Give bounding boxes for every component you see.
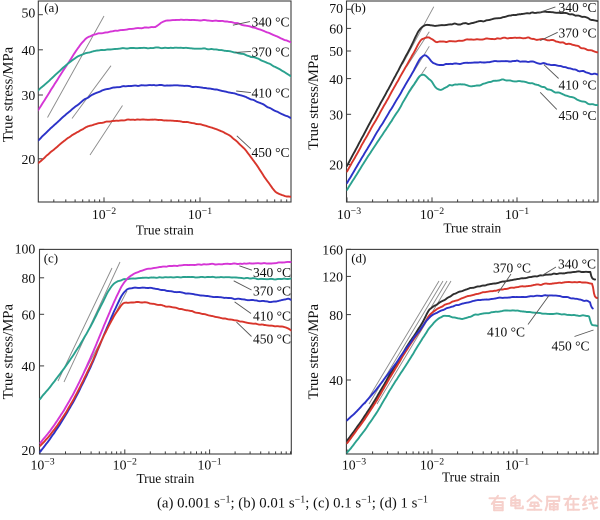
svg-text:450 °C: 450 °C (559, 108, 597, 123)
svg-text:370 °C: 370 °C (559, 25, 597, 40)
svg-text:40: 40 (329, 72, 343, 87)
svg-text:30: 30 (22, 88, 36, 103)
svg-text:True stress/MPa: True stress/MPa (1, 304, 17, 400)
svg-text:20: 20 (329, 158, 343, 173)
svg-text:70: 70 (329, 1, 343, 16)
svg-text:120: 120 (322, 270, 343, 285)
svg-text:450 °C: 450 °C (552, 339, 590, 354)
svg-text:410 °C: 410 °C (252, 86, 290, 101)
svg-text:(c): (c) (44, 251, 58, 266)
svg-text:30: 30 (329, 108, 343, 123)
svg-text:340 °C: 340 °C (558, 256, 596, 271)
svg-text:370 °C: 370 °C (253, 283, 291, 298)
svg-text:40: 40 (22, 43, 36, 58)
svg-text:True strain: True strain (443, 220, 501, 235)
svg-text:410 °C: 410 °C (487, 325, 525, 340)
svg-text:60: 60 (329, 22, 343, 37)
svg-text:True strain: True strain (136, 471, 194, 486)
svg-text:20: 20 (22, 443, 36, 458)
svg-text:True stress/MPa: True stress/MPa (1, 46, 17, 142)
svg-text:(a): (a) (44, 0, 58, 15)
svg-text:450 °C: 450 °C (253, 331, 291, 346)
svg-text:40: 40 (329, 373, 343, 388)
svg-text:(d): (d) (351, 251, 366, 266)
svg-text:60: 60 (22, 308, 36, 323)
svg-text:100: 100 (15, 241, 36, 256)
svg-text:True stress/MPa: True stress/MPa (306, 304, 322, 400)
svg-text:50: 50 (329, 44, 343, 59)
svg-text:370 °C: 370 °C (252, 45, 290, 60)
svg-text:340 °C: 340 °C (253, 265, 291, 280)
svg-text:50: 50 (22, 6, 36, 21)
svg-text:20: 20 (22, 152, 36, 167)
svg-text:(b): (b) (351, 0, 366, 15)
svg-text:340 °C: 340 °C (252, 14, 290, 29)
svg-text:40: 40 (22, 359, 36, 374)
svg-text:410 °C: 410 °C (253, 308, 291, 323)
svg-text:80: 80 (329, 308, 343, 323)
svg-text:True strain: True strain (136, 222, 194, 237)
svg-text:(a) 0.001 s−1; (b) 0.01 s−1; (: (a) 0.001 s−1; (b) 0.01 s−1; (c) 0.1 s−1… (157, 495, 428, 512)
svg-text:True stress/MPa: True stress/MPa (306, 54, 322, 150)
svg-text:450 °C: 450 °C (252, 145, 290, 160)
svg-text:370 °C: 370 °C (493, 260, 531, 275)
svg-text:160: 160 (322, 243, 343, 258)
svg-text:340 °C: 340 °C (559, 0, 597, 15)
svg-text:80: 80 (22, 271, 36, 286)
svg-text:410 °C: 410 °C (559, 77, 597, 92)
svg-text:True strain: True strain (442, 469, 500, 484)
